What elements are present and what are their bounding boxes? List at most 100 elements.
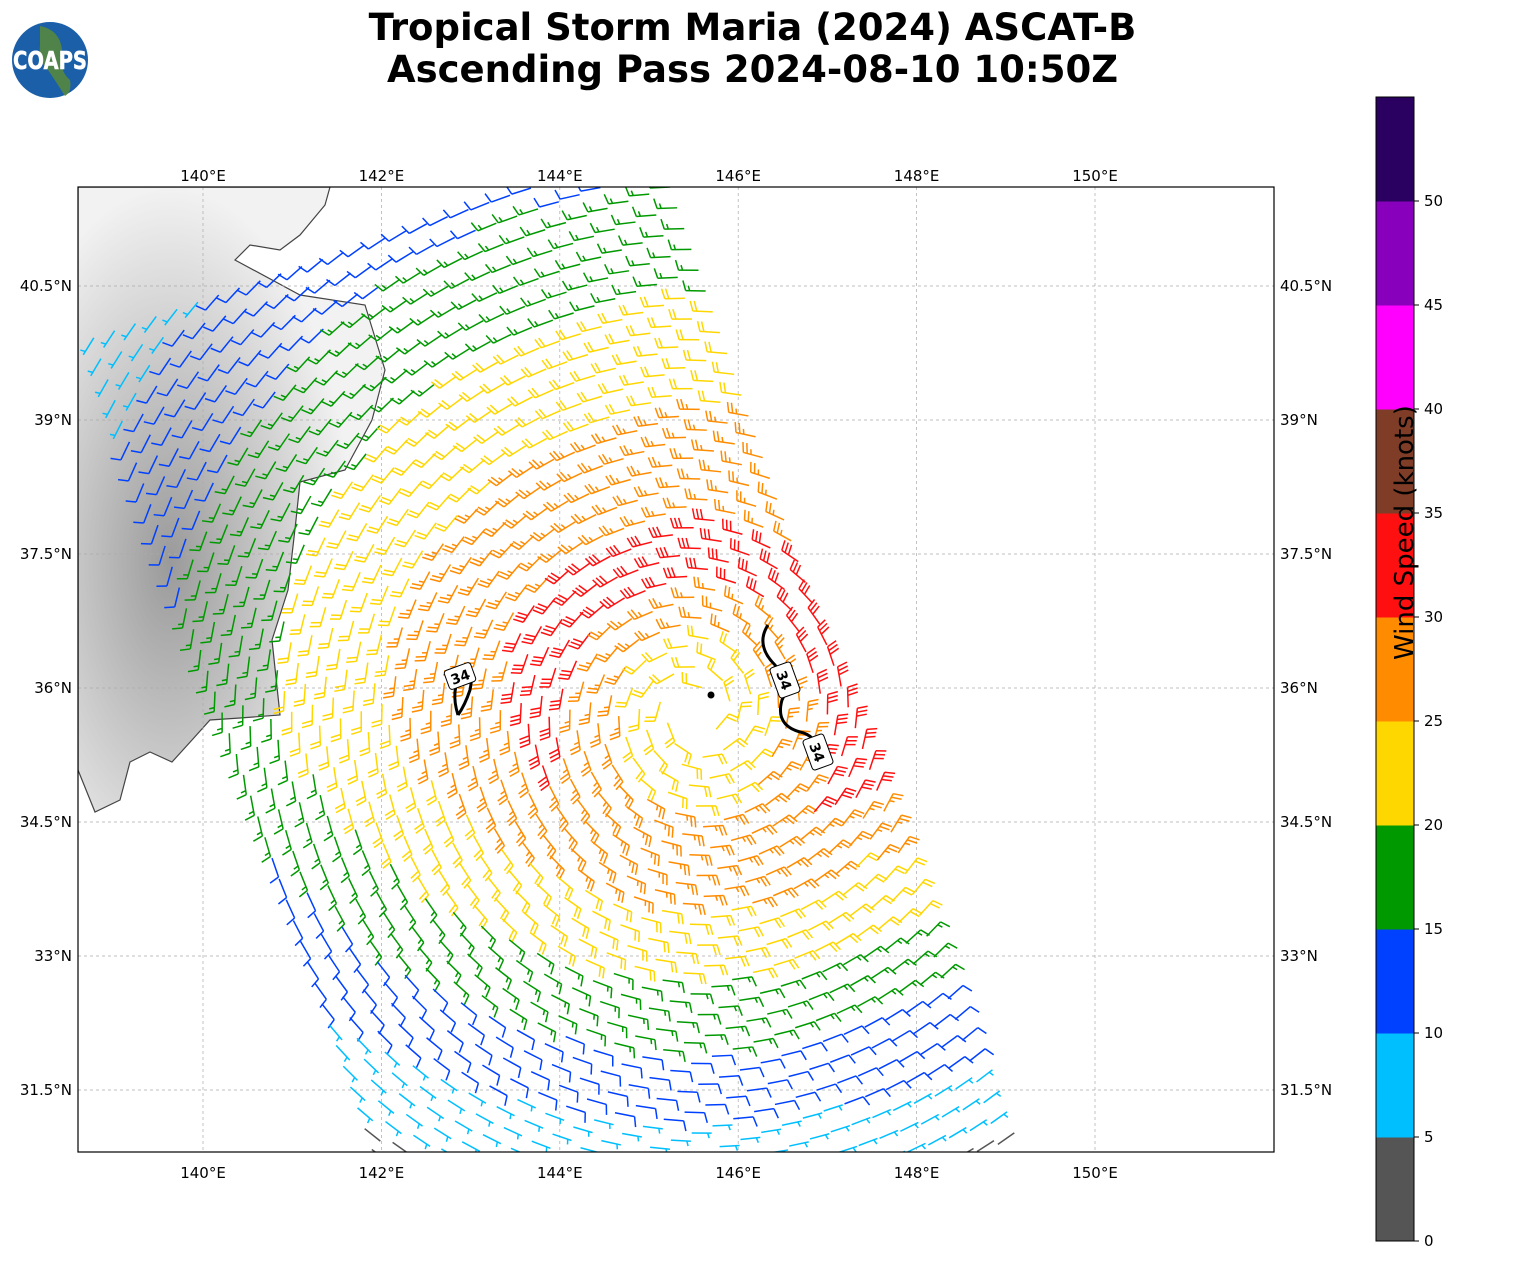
- barb-staff: [586, 1028, 606, 1037]
- barb-half-feather: [631, 260, 635, 266]
- barb-half-feather: [583, 761, 589, 767]
- barb-feather: [501, 649, 513, 653]
- barb-staff: [558, 1015, 578, 1025]
- barb-feather: [382, 861, 392, 869]
- barb-half-feather: [488, 1121, 491, 1127]
- barb-feather: [522, 512, 532, 521]
- barb-staff: [563, 472, 583, 483]
- barb-feather: [765, 826, 774, 835]
- barb-half-feather: [487, 578, 493, 582]
- wind-barb: [277, 265, 303, 281]
- barb-staff: [496, 1106, 515, 1117]
- barb-half-feather: [507, 570, 513, 574]
- barb-feather: [778, 917, 786, 928]
- barb-feather: [586, 878, 592, 890]
- wind-barb: [691, 508, 715, 522]
- barb-feather: [410, 389, 420, 397]
- wind-barb: [549, 855, 566, 880]
- barb-feather: [694, 439, 699, 451]
- wind-barb: [508, 869, 523, 895]
- barb-feather: [181, 527, 193, 531]
- barb-feather: [229, 533, 241, 537]
- barb-feather: [760, 947, 768, 958]
- wind-barb: [351, 474, 374, 492]
- barb-staff: [348, 878, 359, 897]
- barb-feather: [439, 596, 451, 601]
- barb-staff: [418, 946, 433, 964]
- wind-barb: [232, 398, 255, 417]
- barb-staff: [614, 618, 633, 631]
- barb-half-feather: [364, 1049, 369, 1055]
- barb-staff: [461, 438, 478, 453]
- barb-feather: [326, 663, 338, 667]
- barb-feather: [668, 1080, 672, 1091]
- barb-feather: [599, 851, 606, 862]
- barb-feather: [525, 854, 533, 864]
- barb-feather: [378, 908, 388, 918]
- wind-barb: [417, 759, 429, 785]
- barb-half-feather: [838, 1105, 843, 1111]
- barb-feather: [751, 529, 755, 540]
- wind-barb: [743, 509, 764, 528]
- barb-feather: [472, 364, 481, 373]
- barb-feather: [718, 825, 724, 836]
- barb-staff: [369, 307, 387, 321]
- wind-barb: [778, 760, 802, 778]
- barb-feather: [219, 440, 231, 445]
- wind-barb: [328, 1024, 343, 1042]
- wind-barb: [182, 301, 199, 319]
- barb-half-feather: [637, 1136, 640, 1142]
- barb-feather: [759, 1067, 765, 1078]
- barb-feather: [340, 991, 349, 1001]
- barb-half-feather: [141, 326, 148, 331]
- barb-feather: [808, 951, 817, 961]
- barb-feather: [400, 733, 411, 738]
- wind-barb: [891, 886, 916, 903]
- barb-half-feather: [499, 548, 506, 553]
- wind-barb: [612, 833, 630, 856]
- barb-feather: [715, 549, 718, 560]
- barb-feather: [391, 712, 403, 717]
- wind-barb: [203, 691, 216, 715]
- barb-feather: [764, 947, 772, 958]
- barb-staff: [621, 1063, 642, 1069]
- barb-half-feather: [269, 494, 276, 498]
- barb-feather: [538, 941, 544, 953]
- barb-staff: [654, 889, 675, 895]
- barb-feather: [705, 924, 710, 935]
- barb-feather: [807, 599, 816, 609]
- barb-half-feather: [555, 864, 560, 870]
- wind-barb: [732, 976, 757, 987]
- barb-feather: [475, 632, 487, 636]
- barb-feather: [232, 411, 244, 417]
- wind-barb: [550, 521, 576, 534]
- barb-feather: [318, 257, 329, 266]
- barb-half-feather: [580, 444, 585, 450]
- barb-half-feather: [529, 803, 535, 809]
- wind-barb: [667, 239, 692, 251]
- wind-barb: [669, 1000, 693, 1014]
- barb-feather: [327, 786, 338, 793]
- wind-barb: [301, 586, 320, 607]
- barb-staff: [254, 370, 269, 388]
- barb-feather: [637, 415, 643, 427]
- barb-feather: [444, 351, 454, 360]
- barb-half-feather: [567, 214, 572, 220]
- wind-barb: [559, 709, 571, 734]
- barb-staff: [315, 537, 326, 557]
- barb-feather: [691, 508, 696, 519]
- barb-staff: [467, 577, 480, 596]
- barb-feather: [732, 651, 741, 662]
- wind-barb: [248, 628, 264, 651]
- barb-feather: [269, 759, 280, 765]
- barb-staff: [307, 635, 313, 655]
- barb-feather: [698, 459, 702, 470]
- barb-feather: [553, 647, 564, 652]
- wind-barb: [497, 779, 509, 806]
- barb-feather: [696, 321, 701, 332]
- wind-barb: [143, 406, 165, 425]
- barb-feather: [622, 751, 632, 759]
- barb-half-feather: [495, 721, 501, 725]
- barb-staff: [376, 327, 394, 342]
